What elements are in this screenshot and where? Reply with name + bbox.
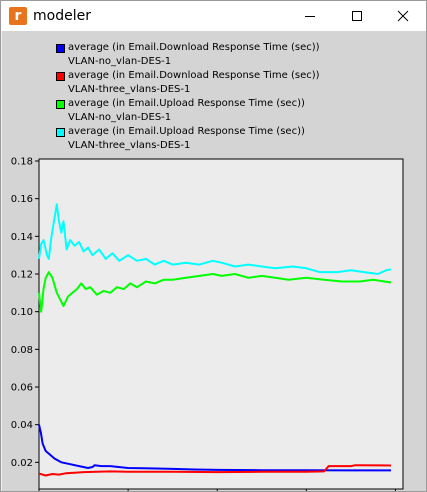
series-line bbox=[38, 203, 392, 275]
y-tick-label: 0.08 bbox=[11, 345, 33, 356]
graph-panel: average (in Email.Download Response Time… bbox=[2, 31, 426, 491]
y-tick-label: 0.12 bbox=[11, 270, 33, 281]
series-line bbox=[38, 424, 391, 472]
y-tick-label: 0.18 bbox=[11, 157, 33, 168]
minimize-icon bbox=[305, 16, 315, 17]
y-tick-label: 0.10 bbox=[11, 307, 33, 318]
window-title: modeler bbox=[33, 8, 91, 24]
close-button[interactable] bbox=[381, 1, 425, 31]
y-tick-label: 0.14 bbox=[11, 232, 33, 243]
legend-scenario: VLAN-three_vlans-DES-1 bbox=[68, 140, 191, 151]
legend-metric: average (in Email.Upload Response Time (… bbox=[68, 98, 305, 109]
legend-swatch bbox=[56, 72, 65, 81]
minimize-button[interactable] bbox=[288, 1, 332, 31]
chart-legend: average (in Email.Download Response Time… bbox=[2, 31, 426, 157]
legend-metric: average (in Email.Download Response Time… bbox=[68, 70, 320, 81]
y-tick-label: 0.02 bbox=[11, 458, 33, 469]
legend-metric: average (in Email.Download Response Time… bbox=[68, 42, 320, 53]
legend-swatch bbox=[56, 44, 65, 53]
maximize-icon bbox=[352, 11, 362, 21]
plot-area bbox=[38, 158, 404, 490]
legend-swatch bbox=[56, 128, 65, 137]
maximize-button[interactable] bbox=[335, 1, 379, 31]
legend-scenario: VLAN-no_vlan-DES-1 bbox=[68, 56, 172, 67]
y-tick-label: 0.16 bbox=[11, 194, 33, 205]
close-icon bbox=[397, 10, 409, 22]
app-logo-icon: r bbox=[9, 7, 27, 25]
series-line bbox=[38, 271, 392, 313]
legend-swatch bbox=[56, 100, 65, 109]
chart-canvas: 0.000.020.040.060.080.100.120.140.160.18… bbox=[11, 157, 404, 491]
series-line bbox=[38, 464, 392, 477]
y-tick-label: 0.06 bbox=[11, 383, 33, 394]
legend-scenario: VLAN-no_vlan-DES-1 bbox=[68, 112, 172, 123]
legend-metric: average (in Email.Upload Response Time (… bbox=[68, 126, 305, 137]
legend-scenario: VLAN-three_vlans-DES-1 bbox=[68, 84, 191, 95]
line-chart: 0.000.020.040.060.080.100.120.140.160.18… bbox=[2, 157, 426, 491]
title-bar[interactable]: r modeler bbox=[1, 1, 426, 31]
y-tick-label: 0.04 bbox=[11, 420, 33, 431]
